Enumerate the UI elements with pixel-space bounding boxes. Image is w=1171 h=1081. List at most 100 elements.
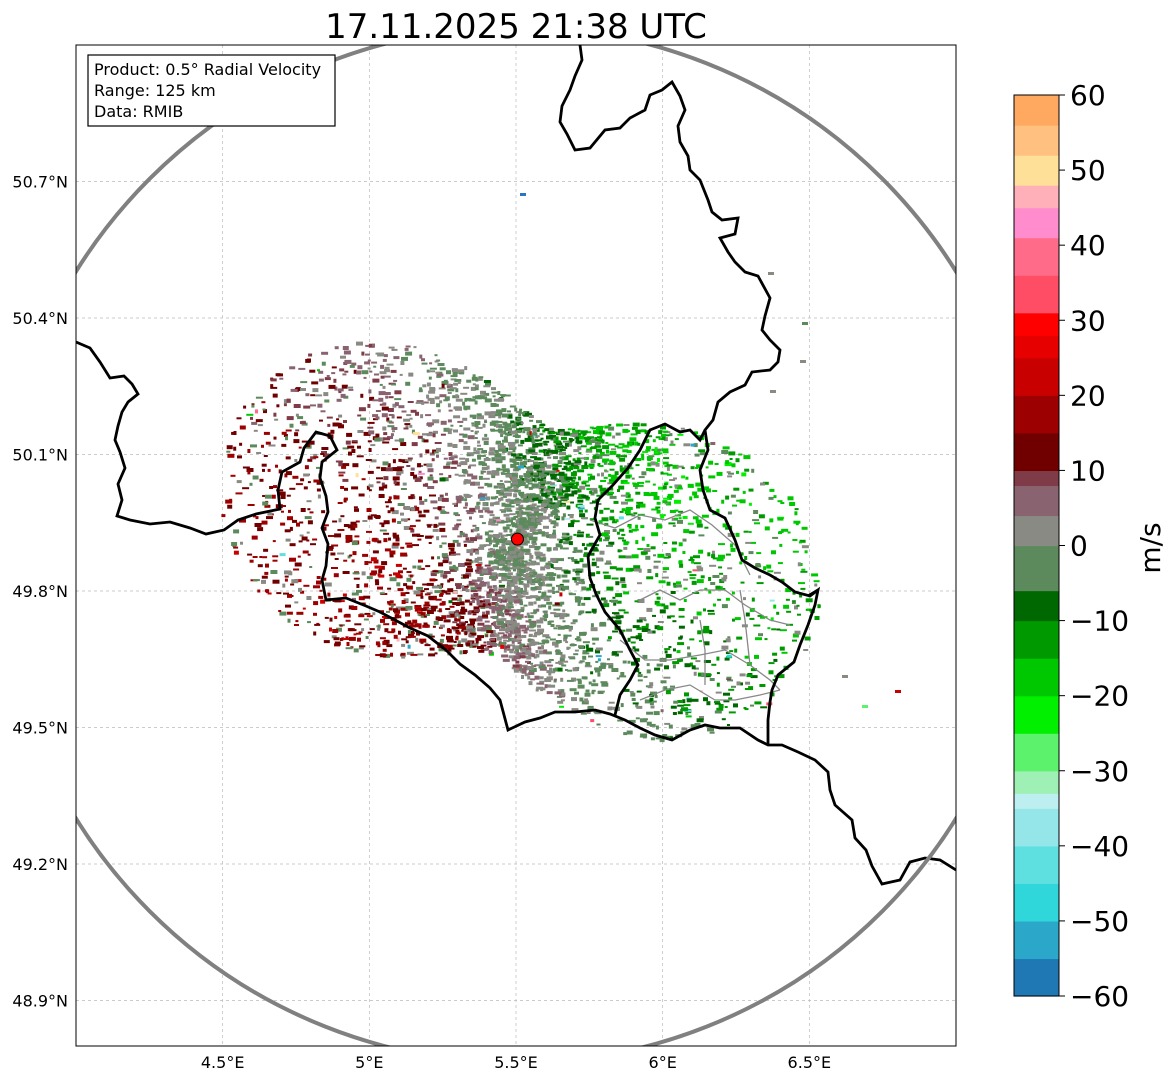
echo-pixel (645, 555, 651, 560)
echo-pixel (498, 447, 506, 452)
echo-pixel (525, 650, 532, 655)
echo-pixel (509, 519, 513, 523)
echo-pixel (491, 602, 498, 606)
echo-pixel (578, 503, 583, 506)
echo-pixel (534, 511, 538, 516)
echo-pixel (427, 468, 434, 473)
echo-pixel (369, 628, 375, 631)
echo-pixel (342, 478, 349, 482)
echo-pixel (472, 645, 477, 648)
echo-pixel (300, 590, 305, 594)
echo-pixel (687, 646, 690, 650)
echo-pixel (409, 525, 416, 528)
echo-pixel (665, 692, 671, 695)
echo-pixel (367, 367, 371, 370)
echo-pixel (507, 410, 511, 413)
echo-pixel (508, 429, 511, 432)
echo-pixel (768, 272, 774, 275)
echo-pixel (302, 550, 309, 554)
echo-pixel (528, 579, 532, 584)
echo-pixel (573, 533, 577, 536)
echo-pixel (576, 549, 583, 553)
echo-pixel (696, 718, 704, 723)
echo-pixel (527, 525, 534, 528)
echo-pixel (474, 421, 481, 425)
colorbar-band (1014, 793, 1059, 809)
echo-pixel (487, 510, 494, 514)
echo-pixel (515, 594, 522, 599)
echo-pixel (695, 660, 701, 663)
echo-pixel (487, 552, 494, 556)
echo-pixel (756, 582, 764, 585)
echo-pixel (394, 439, 402, 442)
echo-pixel (627, 525, 632, 528)
echo-pixel (559, 476, 564, 481)
echo-pixel (513, 500, 521, 504)
echo-pixel (281, 431, 287, 435)
echo-pixel (361, 478, 366, 481)
echo-pixel (502, 468, 510, 473)
echo-pixel (538, 499, 544, 504)
info-data-source: Data: RMIB (94, 102, 183, 121)
echo-pixel (646, 448, 651, 452)
echo-pixel (550, 431, 558, 434)
echo-pixel (497, 483, 505, 488)
echo-pixel (357, 637, 361, 642)
echo-pixel (310, 394, 316, 397)
echo-pixel (363, 595, 371, 599)
echo-pixel (627, 430, 630, 433)
echo-pixel (554, 691, 562, 695)
echo-pixel (233, 431, 237, 435)
echo-pixel (394, 481, 400, 486)
echo-pixel (764, 526, 770, 531)
echo-pixel (600, 480, 607, 482)
echo-pixel (351, 449, 356, 453)
echo-pixel (633, 568, 641, 572)
echo-pixel (609, 516, 615, 521)
echo-pixel (448, 409, 453, 412)
echo-pixel (439, 527, 446, 532)
echo-pixel (410, 653, 418, 656)
echo-pixel (494, 519, 501, 524)
echo-pixel (664, 650, 668, 654)
echo-pixel (556, 442, 563, 447)
echo-pixel (290, 595, 294, 597)
echo-pixel (452, 627, 460, 629)
echo-pixel (622, 449, 629, 453)
echo-pixel (597, 658, 601, 662)
echo-pixel (285, 471, 292, 476)
echo-pixel (507, 566, 511, 570)
echo-pixel (389, 577, 397, 582)
echo-pixel (598, 485, 603, 489)
echo-pixel (480, 390, 486, 395)
echo-pixel (503, 634, 508, 637)
echo-pixel (429, 647, 435, 651)
echo-pixel (274, 418, 279, 421)
echo-pixel (546, 547, 552, 552)
echo-pixel (533, 464, 541, 469)
echo-pixel (264, 494, 272, 499)
echo-pixel (482, 470, 486, 473)
echo-pixel (447, 430, 452, 435)
echo-pixel (541, 507, 548, 512)
echo-pixel (455, 585, 461, 590)
echo-pixel (427, 476, 434, 481)
echo-pixel (278, 610, 282, 612)
echo-pixel (451, 368, 458, 373)
echo-pixel (422, 624, 429, 628)
echo-pixel (415, 637, 419, 642)
echo-pixel (389, 550, 396, 555)
echo-pixel (544, 684, 548, 689)
echo-pixel (456, 542, 461, 547)
echo-pixel (403, 418, 411, 422)
echo-pixel (350, 521, 357, 525)
echo-pixel (500, 539, 505, 544)
echo-pixel (439, 497, 444, 502)
echo-pixel (313, 479, 320, 483)
echo-pixel (267, 468, 271, 472)
echo-pixel (464, 562, 472, 566)
echo-pixel (472, 396, 476, 399)
echo-pixel (513, 566, 520, 569)
echo-pixel (474, 431, 478, 435)
echo-pixel (293, 439, 300, 444)
